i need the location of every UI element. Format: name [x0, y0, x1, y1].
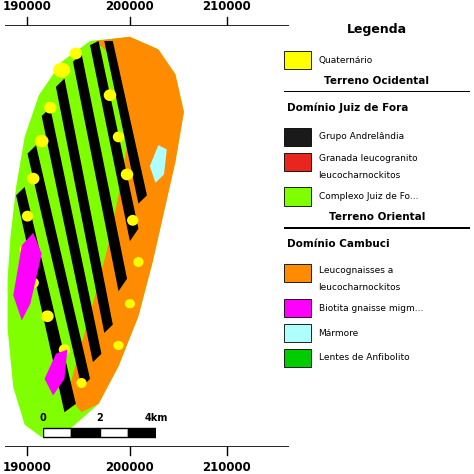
Text: Leucognaisses a: Leucognaisses a — [319, 266, 393, 275]
Ellipse shape — [127, 215, 138, 226]
Ellipse shape — [113, 131, 124, 142]
Bar — [283, 264, 311, 283]
Ellipse shape — [35, 135, 48, 147]
Bar — [283, 299, 311, 318]
Bar — [283, 153, 311, 171]
Bar — [43, 428, 71, 437]
Text: Mármore: Mármore — [319, 328, 359, 337]
Ellipse shape — [27, 173, 39, 184]
Text: 210000: 210000 — [202, 461, 251, 474]
Text: Quaternário: Quaternário — [319, 55, 373, 64]
Text: 2: 2 — [96, 413, 103, 423]
Ellipse shape — [41, 310, 54, 322]
Text: 0: 0 — [39, 413, 46, 423]
Text: Grupo Andrelândia: Grupo Andrelândia — [319, 132, 404, 141]
Ellipse shape — [19, 245, 30, 255]
Ellipse shape — [121, 169, 133, 180]
Ellipse shape — [76, 378, 87, 388]
Bar — [283, 227, 470, 229]
Text: Legenda: Legenda — [347, 23, 407, 36]
Polygon shape — [90, 41, 138, 241]
Ellipse shape — [133, 257, 144, 267]
Text: leucocharnockitos: leucocharnockitos — [319, 171, 401, 180]
Ellipse shape — [113, 341, 124, 350]
Ellipse shape — [53, 63, 70, 78]
Polygon shape — [56, 79, 113, 333]
Bar — [283, 349, 311, 367]
Polygon shape — [16, 187, 76, 412]
Polygon shape — [67, 37, 184, 412]
Text: Complexo Juiz de Fo...: Complexo Juiz de Fo... — [319, 192, 418, 201]
Polygon shape — [73, 54, 127, 291]
Bar — [283, 91, 470, 92]
Text: 190000: 190000 — [3, 461, 52, 474]
Text: Domínio Juiz de Fora: Domínio Juiz de Fora — [287, 103, 409, 113]
Ellipse shape — [70, 47, 82, 59]
Bar — [283, 51, 311, 69]
Polygon shape — [45, 350, 67, 395]
Text: 200000: 200000 — [106, 0, 154, 13]
Ellipse shape — [27, 277, 39, 288]
Text: Lentes de Anfibolito: Lentes de Anfibolito — [319, 354, 409, 363]
Text: Domínio Cambuci: Domínio Cambuci — [287, 239, 390, 249]
Polygon shape — [8, 37, 184, 437]
Bar — [283, 187, 311, 206]
Ellipse shape — [125, 299, 135, 308]
Polygon shape — [104, 41, 147, 204]
Bar — [283, 324, 311, 342]
Polygon shape — [56, 45, 121, 362]
Text: 200000: 200000 — [106, 461, 154, 474]
Text: 190000: 190000 — [3, 0, 52, 13]
Text: Biotita gnaisse migm...: Biotita gnaisse migm... — [319, 304, 423, 313]
Text: 210000: 210000 — [202, 0, 251, 13]
Text: 4km: 4km — [145, 413, 168, 423]
Polygon shape — [42, 108, 101, 362]
Text: Terreno Ocidental: Terreno Ocidental — [324, 76, 429, 86]
Polygon shape — [27, 145, 90, 387]
Bar — [71, 428, 100, 437]
Polygon shape — [13, 233, 42, 320]
Text: Terreno Oriental: Terreno Oriental — [328, 212, 425, 222]
Ellipse shape — [104, 89, 116, 101]
Bar — [128, 428, 156, 437]
Ellipse shape — [59, 344, 70, 355]
Ellipse shape — [22, 211, 33, 221]
Polygon shape — [150, 145, 167, 183]
Text: Granada leucogranito: Granada leucogranito — [319, 155, 417, 164]
Bar — [283, 128, 311, 146]
Ellipse shape — [44, 102, 56, 114]
Text: leucocharnockitos: leucocharnockitos — [319, 283, 401, 292]
Bar — [100, 428, 128, 437]
